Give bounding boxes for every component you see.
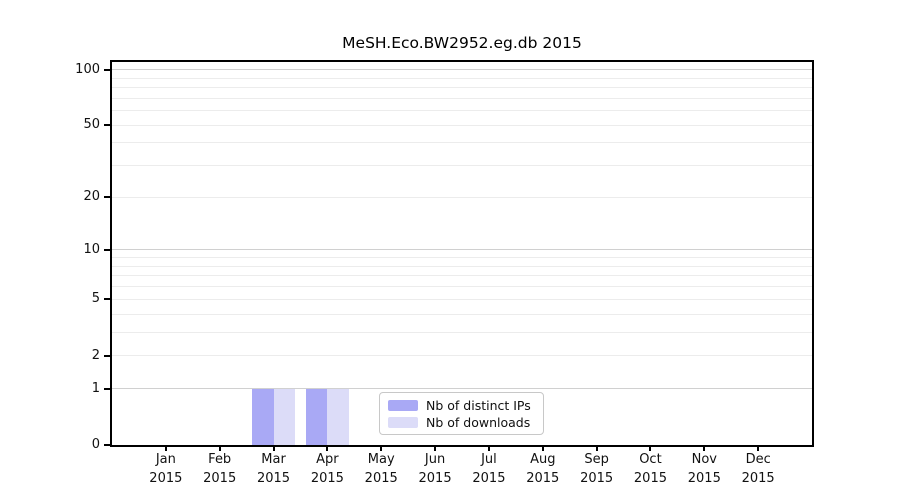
gridline-minor — [112, 110, 812, 112]
y-tick-label: 20 — [83, 189, 100, 205]
y-tick-mark — [104, 248, 110, 251]
gridline-minor — [112, 265, 812, 267]
gridline-minor — [112, 142, 812, 144]
y-tick-label: 1 — [91, 380, 100, 396]
y-tick-mark — [104, 124, 110, 127]
gridline-minor — [112, 87, 812, 89]
legend-item-downloads: Nb of downloads — [388, 414, 535, 431]
x-tick-label: Dec 2015 — [741, 452, 775, 486]
gridline-minor — [112, 77, 812, 79]
y-tick-label: 10 — [83, 241, 100, 257]
bar-distinct-ips — [305, 388, 328, 445]
legend-label-distinct-ips: Nb of distinct IPs — [426, 398, 531, 413]
x-tick-mark — [218, 445, 221, 451]
gridline-minor — [112, 124, 812, 126]
x-tick-mark — [703, 445, 706, 451]
legend-label-downloads: Nb of downloads — [426, 415, 531, 430]
legend-item-distinct-ips: Nb of distinct IPs — [388, 397, 535, 414]
x-tick-label: Aug 2015 — [526, 452, 560, 486]
x-tick-mark — [164, 445, 167, 451]
legend-swatch-downloads — [388, 417, 418, 428]
y-tick-mark — [104, 68, 110, 71]
chart-title: MeSH.Eco.BW2952.eg.db 2015 — [342, 34, 582, 52]
bars-layer — [112, 62, 812, 445]
x-tick-label: May 2015 — [364, 452, 398, 486]
x-tick-label: Oct 2015 — [633, 452, 667, 486]
x-tick-mark — [649, 445, 652, 451]
x-tick-mark — [757, 445, 760, 451]
bar-downloads — [327, 388, 349, 445]
legend-swatch-distinct-ips — [388, 400, 418, 411]
gridlines-layer — [112, 62, 812, 445]
y-tick-label: 100 — [75, 61, 100, 77]
gridline-minor — [112, 196, 812, 198]
bar-downloads — [273, 388, 296, 445]
plot-area: Nb of distinct IPs Nb of downloads — [110, 60, 814, 447]
x-tick-mark — [272, 445, 275, 451]
x-tick-mark — [541, 445, 544, 451]
x-tick-mark — [326, 445, 329, 451]
y-tick-label: 0 — [91, 437, 100, 452]
x-tick-label: Feb 2015 — [203, 452, 237, 486]
y-tick-label: 5 — [91, 291, 100, 307]
gridline-decade — [112, 388, 812, 390]
legend: Nb of distinct IPs Nb of downloads — [379, 392, 544, 435]
y-tick-mark — [104, 196, 110, 199]
x-tick-label: Sep 2015 — [580, 452, 614, 486]
y-tick-mark — [104, 354, 110, 357]
gridline-minor — [112, 97, 812, 99]
x-tick-label: Mar 2015 — [256, 452, 291, 486]
y-tick-mark — [104, 387, 110, 390]
y-tick-label: 50 — [83, 117, 100, 133]
y-tick-label: 2 — [91, 347, 100, 363]
x-tick-label: Jun 2015 — [418, 452, 452, 486]
x-tick-mark — [434, 445, 437, 451]
gridline-minor — [112, 257, 812, 259]
y-tick-mark — [104, 298, 110, 301]
x-tick-mark — [487, 445, 490, 451]
gridline-minor — [112, 355, 812, 357]
gridline-minor — [112, 298, 812, 300]
bar-distinct-ips — [252, 388, 274, 445]
x-tick-label: Apr 2015 — [310, 452, 344, 486]
gridline-minor — [112, 275, 812, 277]
gridline-minor — [112, 165, 812, 167]
x-tick-label: Nov 2015 — [687, 452, 721, 486]
gridline-minor — [112, 286, 812, 288]
y-tick-mark — [104, 444, 110, 446]
x-tick-label: Jan 2015 — [149, 452, 183, 486]
gridline-decade — [112, 69, 812, 71]
x-tick-mark — [380, 445, 383, 451]
x-tick-label: Jul 2015 — [472, 452, 506, 486]
x-tick-mark — [595, 445, 598, 451]
gridline-minor — [112, 313, 812, 315]
gridline-minor — [112, 331, 812, 333]
gridline-decade — [112, 249, 812, 251]
